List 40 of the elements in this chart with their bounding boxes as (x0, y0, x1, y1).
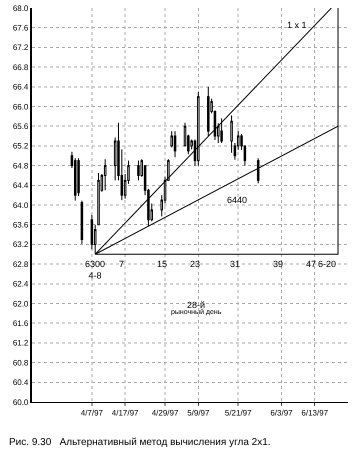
x-tick-label: 5/21/97 (224, 408, 252, 418)
y-tick-label: 65.6 (12, 122, 29, 131)
y-tick-label: 64.4 (12, 181, 29, 190)
x-tick-label: 4/17/97 (112, 408, 140, 418)
annotation: 7 (119, 259, 124, 269)
y-tick-label: 62.0 (12, 299, 29, 308)
annotation: 6440 (227, 195, 248, 205)
y-tick-label: 66.0 (12, 102, 29, 112)
y-tick-label: 60.4 (12, 378, 29, 388)
annotation: 28-й (187, 300, 206, 310)
y-tick-label: 62.4 (12, 280, 29, 289)
y-tick-label: 60.0 (12, 398, 29, 407)
annotation: 6300 4-8 (85, 259, 106, 281)
y-tick-label: 61.2 (12, 338, 29, 348)
annotation: 39 (273, 259, 284, 269)
x-tick-label: 6/3/97 (270, 408, 294, 418)
text: Рис. 9.30 Альтернативный метод вычисления угла 2x1. (9, 437, 271, 448)
y-tick-label: 60.8 (12, 358, 29, 368)
annotation: 15 (157, 259, 168, 269)
y-tick-label: 65.2 (12, 142, 29, 151)
x-tick-label: 5/9/97 (187, 408, 210, 418)
y-tick-label: 66.4 (12, 82, 29, 92)
y-tick-label: 66.8 (12, 62, 29, 72)
y-tick-label: 62.8 (12, 260, 29, 269)
annotation: 47 (306, 259, 316, 269)
y-tick-label: 61.6 (12, 319, 29, 328)
y-tick-label: 67.6 (12, 24, 29, 32)
y-tick-label: 63.2 (12, 240, 29, 250)
annotation: 6-20 (318, 259, 336, 269)
y-tick-label: 63.6 (12, 220, 29, 230)
x-tick-label: 6/13/97 (301, 408, 329, 418)
annotation: 1 x 1 (287, 20, 307, 30)
y-tick-label: 64.8 (12, 161, 29, 170)
y-tick-label: 64.0 (12, 200, 29, 210)
x-tick-label: 4/7/97 (80, 408, 104, 418)
y-tick-label: 68.0 (12, 4, 29, 13)
annotation: 23 (190, 259, 200, 269)
y-tick-label: 67.2 (12, 43, 29, 52)
annotation: 31 (230, 259, 240, 269)
x-tick-label: 4/29/97 (152, 408, 179, 418)
